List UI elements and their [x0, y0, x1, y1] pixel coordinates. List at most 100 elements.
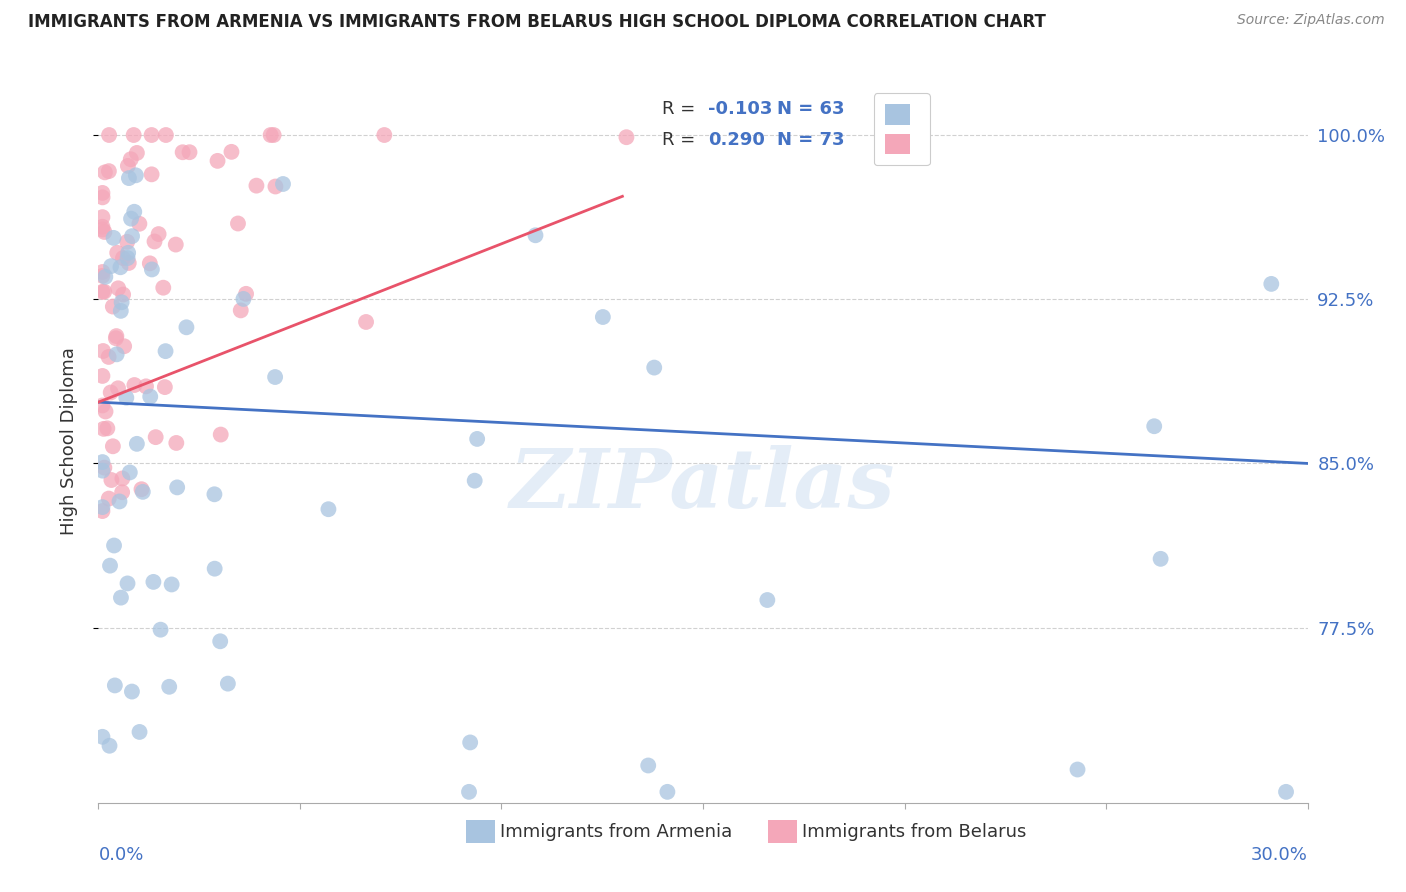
Point [209, 634, 232, 648]
Text: Immigrants from Armenia: Immigrants from Armenia [501, 822, 733, 840]
Point [100, 473, 122, 487]
Point [122, 128, 145, 142]
Point [100, 259, 122, 273]
Point [132, 484, 155, 499]
Point [1275, 785, 1298, 799]
Point [131, 482, 153, 496]
Point [117, 576, 139, 591]
Point [142, 574, 165, 589]
Point [118, 256, 141, 270]
Point [318, 502, 340, 516]
Point [149, 623, 172, 637]
Point [110, 591, 132, 605]
Text: N = 63: N = 63 [776, 100, 844, 118]
Point [100, 385, 122, 400]
Point [264, 179, 287, 194]
Text: R =: R = [662, 130, 700, 149]
Point [465, 432, 488, 446]
Point [91, 455, 114, 469]
Point [135, 379, 157, 393]
Point [226, 217, 249, 231]
Point [118, 466, 141, 480]
Point [592, 310, 614, 324]
Point [524, 228, 547, 243]
Point [229, 303, 252, 318]
Point [93, 460, 115, 475]
Point [458, 785, 481, 799]
Point [259, 128, 281, 142]
Text: 30.0%: 30.0% [1251, 847, 1308, 864]
Point [111, 471, 134, 485]
Point [124, 378, 146, 392]
Point [93, 422, 115, 436]
Text: R =: R = [662, 100, 700, 118]
Point [94, 269, 117, 284]
Point [354, 315, 377, 329]
Point [157, 680, 180, 694]
Point [93, 285, 115, 299]
Point [139, 256, 162, 270]
Point [111, 251, 134, 265]
Point [103, 539, 125, 553]
Point [756, 593, 779, 607]
Point [96, 421, 118, 435]
Point [103, 231, 125, 245]
Point [93, 225, 115, 239]
Point [125, 169, 148, 183]
Y-axis label: High School Diploma: High School Diploma [59, 348, 77, 535]
Point [153, 380, 176, 394]
Text: Immigrants from Belarus: Immigrants from Belarus [803, 822, 1026, 840]
Point [97, 164, 120, 178]
Point [204, 562, 226, 576]
Point [148, 227, 170, 241]
Point [115, 391, 138, 405]
Text: ZIPatlas: ZIPatlas [510, 445, 896, 524]
Point [110, 303, 132, 318]
Point [91, 265, 114, 279]
Point [101, 439, 124, 453]
Point [207, 153, 229, 168]
Point [117, 159, 139, 173]
Point [145, 430, 167, 444]
Point [91, 464, 114, 478]
Point [165, 436, 187, 450]
Point [91, 222, 114, 236]
Point [165, 237, 187, 252]
Point [91, 190, 114, 204]
Point [105, 245, 128, 260]
Point [97, 350, 120, 364]
Point [271, 177, 294, 191]
Point [1260, 277, 1282, 291]
Point [98, 128, 121, 142]
Point [110, 260, 132, 275]
Point [121, 229, 143, 244]
Point [373, 128, 395, 142]
Point [204, 487, 226, 501]
Point [217, 676, 239, 690]
Point [117, 251, 139, 265]
Point [1149, 551, 1171, 566]
Point [117, 245, 139, 260]
Point [232, 292, 254, 306]
Point [176, 320, 198, 334]
Point [125, 145, 148, 160]
Point [111, 485, 134, 500]
Point [245, 178, 267, 193]
Point [152, 281, 174, 295]
Point [120, 153, 142, 167]
Point [263, 128, 285, 142]
Point [1143, 419, 1166, 434]
Point [91, 344, 114, 359]
Point [464, 474, 486, 488]
Point [643, 360, 665, 375]
Point [98, 739, 121, 753]
Point [139, 390, 162, 404]
Point [105, 329, 128, 343]
Point [141, 167, 163, 181]
Point [179, 145, 201, 160]
Text: IMMIGRANTS FROM ARMENIA VS IMMIGRANTS FROM BELARUS HIGH SCHOOL DIPLOMA CORRELATI: IMMIGRANTS FROM ARMENIA VS IMMIGRANTS FR… [28, 13, 1046, 31]
Point [91, 399, 114, 413]
Point [110, 295, 132, 310]
Point [91, 219, 114, 234]
Point [264, 370, 287, 384]
